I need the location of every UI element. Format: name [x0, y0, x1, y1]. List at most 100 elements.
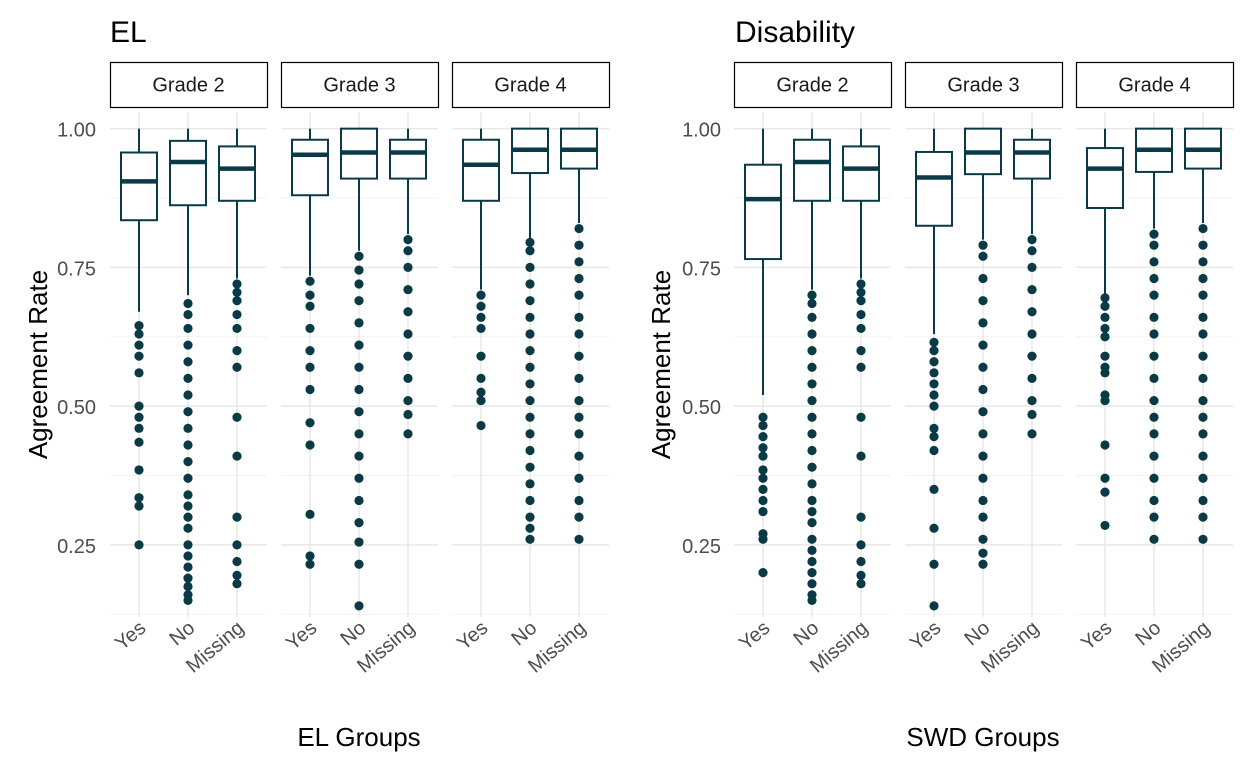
- outlier-point: [1100, 323, 1110, 334]
- outlier-point: [134, 540, 144, 550]
- outlier-point: [1198, 473, 1208, 483]
- outlier-point: [525, 312, 535, 322]
- outlier-point: [305, 290, 315, 300]
- outlier-point: [978, 495, 988, 506]
- outlier-point: [305, 301, 315, 311]
- box: [1013, 138, 1051, 180]
- outlier-point: [929, 601, 939, 611]
- facet-strip-label: Grade 2: [152, 75, 224, 97]
- outlier-point: [1149, 429, 1159, 439]
- outlier-point: [305, 440, 315, 450]
- outlier-point: [525, 534, 535, 544]
- outlier-point: [305, 362, 315, 372]
- outlier-point: [232, 512, 242, 522]
- outlier-point: [1027, 351, 1037, 361]
- outlier-point: [1100, 293, 1110, 303]
- outlier-point: [758, 420, 768, 431]
- outlier-point: [929, 445, 939, 456]
- outlier-point: [807, 312, 817, 322]
- facet-strip-label: Grade 3: [947, 75, 1019, 97]
- x-tick-label: No: [1131, 617, 1165, 650]
- outlier-point: [403, 351, 413, 361]
- facet-strip: [280, 61, 440, 109]
- outlier-point: [183, 501, 193, 511]
- outlier-point: [403, 246, 413, 256]
- outlier-point: [476, 351, 486, 361]
- outlier-point: [183, 407, 193, 417]
- outlier-point: [354, 429, 364, 439]
- outlier-point: [1198, 495, 1208, 506]
- outlier-point: [574, 512, 584, 522]
- outlier-point: [183, 357, 193, 367]
- outlier-point: [758, 529, 768, 539]
- facet-strip: [904, 61, 1064, 109]
- facet-strip-label: Grade 3: [323, 75, 395, 97]
- outlier-point: [807, 298, 817, 309]
- outlier-point: [134, 465, 144, 475]
- outlier-point: [758, 412, 768, 422]
- outlier-point: [403, 329, 413, 339]
- outlier-point: [574, 273, 584, 284]
- outlier-point: [305, 509, 315, 519]
- outlier-point: [403, 373, 413, 383]
- outlier-point: [574, 429, 584, 439]
- outlier-point: [403, 429, 413, 439]
- outlier-point: [403, 307, 413, 317]
- outlier-point: [1149, 273, 1159, 284]
- outlier-point: [403, 262, 413, 272]
- outlier-point: [1198, 512, 1208, 522]
- outlier-point: [978, 362, 988, 372]
- outlier-point: [525, 346, 535, 356]
- outlier-point: [1100, 487, 1110, 497]
- outlier-point: [856, 346, 866, 356]
- outlier-point: [1149, 290, 1159, 300]
- outlier-point: [574, 240, 584, 250]
- outlier-point: [232, 540, 242, 550]
- outlier-point: [525, 429, 535, 439]
- outlier-point: [525, 237, 535, 248]
- outlier-point: [1149, 512, 1159, 522]
- outlier-point: [354, 279, 364, 289]
- outlier-point: [183, 473, 193, 483]
- outlier-point: [134, 351, 144, 361]
- outlier-point: [403, 395, 413, 406]
- outlier-point: [183, 490, 193, 500]
- y-tick-label: 1.00: [57, 120, 96, 142]
- x-tick-label: No: [789, 617, 823, 650]
- outlier-point: [1198, 290, 1208, 300]
- facet-strip-label: Grade 4: [494, 75, 566, 97]
- outlier-point: [856, 570, 866, 580]
- outlier-point: [1149, 451, 1159, 461]
- outlier-point: [354, 407, 364, 417]
- outlier-point: [134, 501, 144, 511]
- outlier-point: [476, 312, 486, 322]
- chart-title: Disability: [735, 16, 855, 49]
- x-tick-label: Yes: [282, 617, 321, 655]
- outlier-point: [525, 296, 535, 306]
- outlier-point: [758, 451, 768, 461]
- outlier-point: [525, 329, 535, 339]
- outlier-point: [305, 559, 315, 569]
- outlier-point: [476, 420, 486, 431]
- outlier-point: [183, 590, 193, 600]
- outlier-point: [758, 568, 768, 578]
- y-axis-label: Agreement Rate: [646, 270, 676, 459]
- y-tick-label: 0.50: [57, 397, 96, 419]
- outlier-point: [1027, 262, 1037, 272]
- outlier-point: [1027, 307, 1037, 317]
- outlier-point: [856, 556, 866, 567]
- outlier-point: [856, 540, 866, 550]
- outlier-point: [807, 395, 817, 406]
- outlier-point: [1198, 240, 1208, 250]
- outlier-point: [978, 240, 988, 250]
- y-tick-label: 0.25: [682, 536, 721, 558]
- outlier-point: [183, 512, 193, 522]
- outlier-point: [758, 495, 768, 506]
- x-tick-label: No: [336, 617, 370, 650]
- outlier-point: [525, 395, 535, 406]
- outlier-point: [183, 340, 193, 350]
- outlier-point: [134, 412, 144, 422]
- outlier-point: [476, 387, 486, 397]
- outlier-point: [574, 473, 584, 483]
